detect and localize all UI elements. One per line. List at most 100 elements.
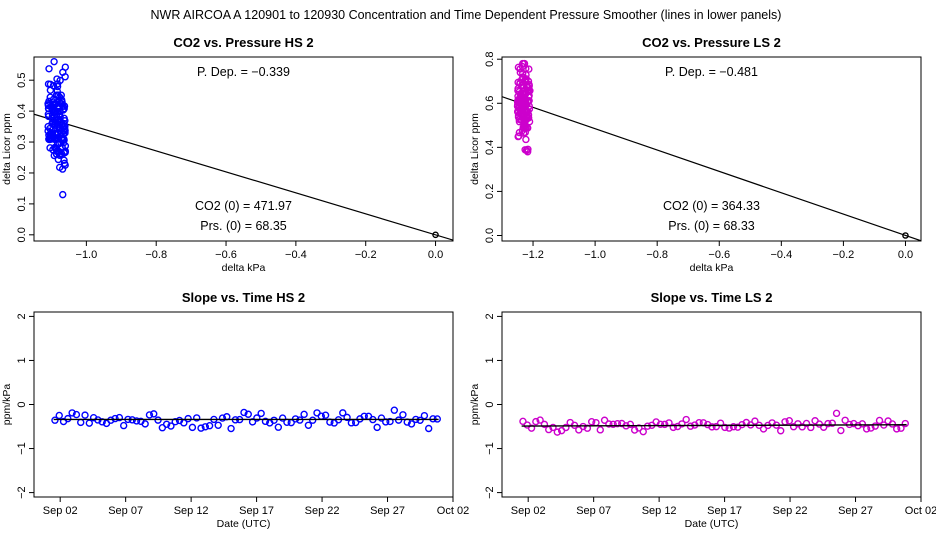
data-point <box>837 426 845 435</box>
y-tick-label: −1 <box>484 442 496 455</box>
data-point <box>549 423 557 432</box>
data-point <box>44 127 52 135</box>
y-tick-label: 0.1 <box>16 196 28 211</box>
data-point <box>49 82 58 90</box>
data-point <box>639 427 647 436</box>
data-point <box>240 408 248 417</box>
p-dep-annotation: P. Dep. = −0.481 <box>665 65 758 79</box>
y-tick-label: −2 <box>16 486 28 499</box>
data-point <box>244 410 252 418</box>
y-tick-label: 1 <box>16 357 28 363</box>
data-point <box>51 416 59 424</box>
data-point <box>521 146 529 154</box>
data-point <box>61 125 69 133</box>
data-point <box>343 413 351 422</box>
x-tick-label: Oct 02 <box>437 505 469 517</box>
data-point <box>802 419 811 428</box>
data-point <box>524 83 533 92</box>
x-axis-label: Date (UTC) <box>685 518 739 530</box>
co2-zero-annotation: CO2 (0) = 471.97 <box>195 199 292 213</box>
data-point <box>520 59 528 68</box>
x-tick-label: Sep 22 <box>305 505 340 517</box>
data-point <box>257 409 265 418</box>
data-point <box>77 418 85 427</box>
data-point <box>55 411 63 420</box>
panel-title: CO2 vs. Pressure LS 2 <box>642 35 781 50</box>
data-point <box>205 421 214 430</box>
data-point <box>54 103 62 112</box>
data-point <box>45 65 53 73</box>
data-point <box>777 427 785 435</box>
data-point <box>600 416 609 424</box>
data-point <box>626 420 635 429</box>
data-point <box>270 416 278 424</box>
y-tick-label: 1 <box>484 357 496 363</box>
x-tick-label: −0.6 <box>708 249 730 261</box>
data-point <box>53 87 61 95</box>
data-point <box>678 420 686 428</box>
data-point <box>115 413 124 422</box>
data-point <box>44 110 53 118</box>
x-tick-label: Sep 12 <box>174 505 209 517</box>
x-tick-label: Sep 02 <box>511 505 546 517</box>
data-point <box>520 93 528 101</box>
data-point <box>524 114 533 122</box>
x-axis-label: delta kPa <box>690 262 734 274</box>
x-tick-label: Sep 27 <box>370 505 405 517</box>
x-axis-label: Date (UTC) <box>217 518 271 530</box>
x-tick-label: −1.2 <box>522 249 544 261</box>
x-tick-label: Sep 27 <box>838 505 873 517</box>
data-point <box>420 411 429 420</box>
data-point <box>188 423 197 432</box>
panel-ls-scatter: CO2 vs. Pressure LS 2 −1.2 −1.0 −0.8 −0.6 −0.… <box>469 35 922 274</box>
data-point <box>516 65 524 73</box>
data-point <box>524 145 532 153</box>
y-tick-label: 0.5 <box>16 73 28 88</box>
data-point <box>119 421 128 430</box>
data-point <box>44 101 53 110</box>
data-point <box>858 420 867 428</box>
data-point <box>390 406 399 414</box>
x-axis-label: delta kPa <box>222 262 266 274</box>
data-point <box>875 416 884 425</box>
data-point <box>587 417 596 426</box>
data-point <box>824 419 832 428</box>
main-title: NWR AIRCOA A 120901 to 120930 Concentrat… <box>151 8 782 22</box>
data-point <box>609 420 617 429</box>
data-point <box>167 422 175 430</box>
x-tick-label: −0.8 <box>646 249 668 261</box>
panel-ls-time: Slope vs. Time LS 2 Sep 02 Sep 07 Sep 12 Sep… <box>469 290 936 530</box>
data-point <box>300 410 308 419</box>
data-point <box>45 131 53 139</box>
data-point <box>61 73 69 81</box>
data-point <box>61 63 70 71</box>
data-point <box>656 420 665 429</box>
y-tick-label: −1 <box>16 442 28 455</box>
data-point <box>819 423 828 431</box>
data-point <box>253 414 261 422</box>
data-point <box>274 423 283 431</box>
plot-frame <box>501 311 922 498</box>
y-axis-label: delta Licor ppm <box>469 113 481 185</box>
data-point <box>832 409 841 418</box>
data-point <box>553 428 562 436</box>
data-point <box>107 416 115 424</box>
panel-title: Slope vs. Time HS 2 <box>182 290 305 305</box>
origin-point <box>432 231 439 239</box>
data-point <box>214 421 222 429</box>
data-point <box>141 420 149 428</box>
data-point <box>218 414 227 422</box>
data-point <box>55 163 64 172</box>
plot-frame <box>33 311 454 498</box>
data-point <box>525 65 533 73</box>
prs-zero-annotation: Prs. (0) = 68.33 <box>668 219 755 233</box>
panel-hs-time: Slope vs. Time HS 2 Sep 02 Sep 07 Sep 12 Sep… <box>1 290 469 530</box>
data-point <box>721 423 729 432</box>
data-point <box>51 120 59 128</box>
x-tick-label: 0.0 <box>428 249 443 261</box>
y-tick-label: 0 <box>16 401 28 407</box>
y-tick-label: 0.4 <box>16 103 28 118</box>
data-point <box>785 416 793 425</box>
x-tick-label: Sep 07 <box>108 505 143 517</box>
panel-title: Slope vs. Time LS 2 <box>651 290 773 305</box>
